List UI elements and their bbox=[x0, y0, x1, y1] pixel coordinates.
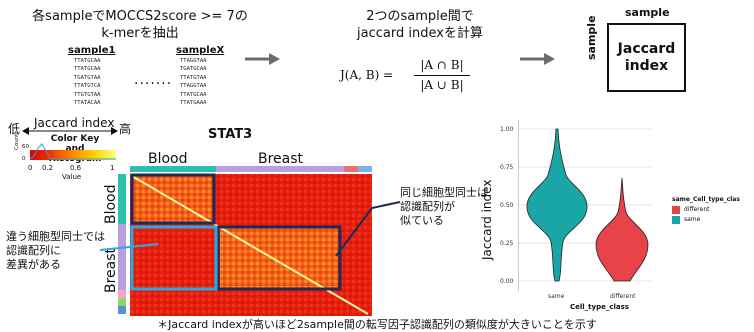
callout-right-line: 認識配列が bbox=[400, 200, 455, 213]
formula-numerator: |A ∩ B| bbox=[420, 58, 464, 72]
samplex-header: sampleX bbox=[176, 45, 225, 56]
blood-side-bar bbox=[118, 174, 126, 224]
jaccard-index-box: Jaccard index bbox=[607, 23, 686, 92]
top-bar-segment bbox=[358, 166, 372, 172]
samplex-seq: TTATGCAA bbox=[180, 91, 207, 98]
ellipsis-dots: ....... bbox=[134, 72, 173, 88]
violin-different bbox=[595, 177, 649, 282]
callout-different-types: 違う細胞型同士では 認識配列に 差異がある bbox=[6, 230, 105, 272]
low-label: 低 bbox=[8, 122, 21, 136]
callout-same-types: 同じ細胞型同士は 認識配列が 似ている bbox=[400, 186, 488, 228]
step1-caption: 各sampleでMOCCS2score >= 7の k-merを抽出 bbox=[10, 8, 270, 42]
violin-plot bbox=[518, 120, 652, 292]
arrow-icon bbox=[245, 53, 280, 65]
sample1-seq: TTATACAA bbox=[74, 100, 101, 107]
formula-bar bbox=[414, 75, 470, 76]
legend-label-different: different bbox=[684, 206, 710, 213]
side-bar-segment bbox=[118, 290, 126, 298]
count-axis-label: Count bbox=[14, 133, 20, 150]
violin-ytick: 1.00 bbox=[500, 126, 514, 133]
top-bar-segment bbox=[344, 166, 358, 172]
footnote: ＊Jaccard indexが高いほど2sample間の転写因子認識配列の類似度… bbox=[157, 318, 597, 331]
formula-denominator: |A ∪ B| bbox=[420, 78, 464, 92]
sample1-seq: TTGTGTAA bbox=[74, 91, 101, 98]
step1-caption-line2: k-merを抽出 bbox=[101, 26, 179, 41]
sample1-seq: TTATGCAA bbox=[74, 66, 101, 73]
legend-title: same_Cell_type_clas bbox=[672, 196, 740, 203]
heatmap-diagonal bbox=[131, 175, 369, 315]
group-side-label-blood: Blood bbox=[103, 184, 119, 224]
violin-ytick: 0.00 bbox=[500, 278, 514, 285]
scale-arrow-icon bbox=[22, 127, 118, 135]
group-label-blood: Blood bbox=[148, 151, 188, 167]
value-axis-label: Value bbox=[62, 173, 82, 181]
jaccard-formula: J(A, B) = |A ∩ B| |A ∪ B| bbox=[340, 58, 520, 94]
violin-ytick: 0.75 bbox=[500, 164, 514, 171]
breast-side-bar bbox=[118, 224, 126, 290]
breast-highlight-box bbox=[216, 225, 342, 291]
samplex-seq: TTATGAAA bbox=[180, 100, 207, 107]
sample1-seq: TGATGTAA bbox=[74, 74, 101, 81]
callout-left-pointer bbox=[100, 243, 159, 251]
arrow-icon bbox=[520, 53, 555, 65]
callout-left-line: 認識配列に bbox=[6, 244, 61, 257]
sample1-seq-list: TTATGCAA TTATGCAA TGATGTAA TTATGTCA TTGT… bbox=[74, 57, 101, 107]
cross-type-highlight-box bbox=[130, 225, 218, 291]
samplex-seq: TTATGTAA bbox=[180, 74, 207, 81]
breast-top-bar bbox=[216, 166, 344, 172]
callout-right-line: 似ている bbox=[400, 214, 444, 227]
samplex-seq-list: TTAGGTAA TGATGCAA TTATGTAA TTAGGTAA TTAT… bbox=[180, 57, 207, 107]
color-key-gradient bbox=[30, 150, 116, 160]
samplex-seq: TTAGGTAA bbox=[180, 58, 207, 64]
step2-caption: 2つのsample間で jaccard indexを計算 bbox=[320, 8, 520, 42]
step2-caption-line1: 2つのsample間で bbox=[366, 9, 474, 24]
group-label-breast: Breast bbox=[258, 151, 304, 167]
violin-same bbox=[526, 128, 588, 282]
samplex-seq: TTAGGTAA bbox=[180, 83, 207, 90]
blood-highlight-box bbox=[130, 173, 216, 225]
violin-ytick: 0.25 bbox=[500, 240, 514, 247]
sample1-seq: TTATGTCA bbox=[74, 83, 101, 90]
violin-xtick: same bbox=[548, 293, 565, 300]
violin-ylabel: Jaccard index bbox=[480, 179, 494, 260]
value-tick: 1 bbox=[110, 164, 115, 172]
sample1-seq: TTATGCAA bbox=[74, 58, 101, 64]
jaccard-box-line2: index bbox=[624, 57, 669, 74]
value-tick: 0.6 bbox=[70, 164, 82, 172]
violin-xlabel: Cell_type_class bbox=[570, 303, 629, 311]
color-key-title-line1: Color Key bbox=[50, 134, 100, 144]
callout-right-line: 同じ細胞型同士は bbox=[400, 186, 488, 199]
heatmap-title: STAT3 bbox=[208, 127, 253, 142]
color-key-histogram bbox=[30, 143, 116, 160]
count-tick: 60 bbox=[22, 144, 29, 150]
callout-left-line: 違う細胞型同士では bbox=[6, 230, 105, 243]
blood-top-bar bbox=[130, 166, 216, 172]
callout-left-line: 差異がある bbox=[6, 258, 61, 271]
jaccard-box-side-label: sample bbox=[585, 15, 598, 60]
index-scale-label: Jaccard index bbox=[34, 116, 115, 130]
legend-swatch-same bbox=[672, 216, 680, 224]
side-bar-segment bbox=[118, 298, 126, 306]
sample1-header: sample1 bbox=[68, 45, 116, 56]
violin-ytick: 0.50 bbox=[500, 202, 514, 209]
callout-right-pointer bbox=[335, 201, 401, 257]
count-tick: 0 bbox=[22, 156, 26, 162]
jaccard-box-line1: Jaccard bbox=[617, 40, 676, 57]
high-label: 高 bbox=[119, 122, 132, 136]
samplex-seq: TGATGCAA bbox=[180, 66, 207, 73]
step2-caption-line2: jaccard indexを計算 bbox=[357, 26, 483, 41]
jaccard-heatmap bbox=[118, 166, 372, 316]
value-tick: 0 bbox=[28, 164, 33, 172]
violin-xtick: different bbox=[610, 293, 636, 300]
step1-caption-line1: 各sampleでMOCCS2score >= 7の bbox=[32, 9, 248, 24]
legend-label-same: same bbox=[684, 216, 701, 223]
legend-swatch-different bbox=[672, 206, 680, 214]
side-bar-segment bbox=[118, 306, 126, 314]
formula-lhs: J(A, B) = bbox=[340, 68, 394, 82]
value-tick: 0.2 bbox=[42, 164, 54, 172]
jaccard-box-top-label: sample bbox=[625, 6, 670, 19]
